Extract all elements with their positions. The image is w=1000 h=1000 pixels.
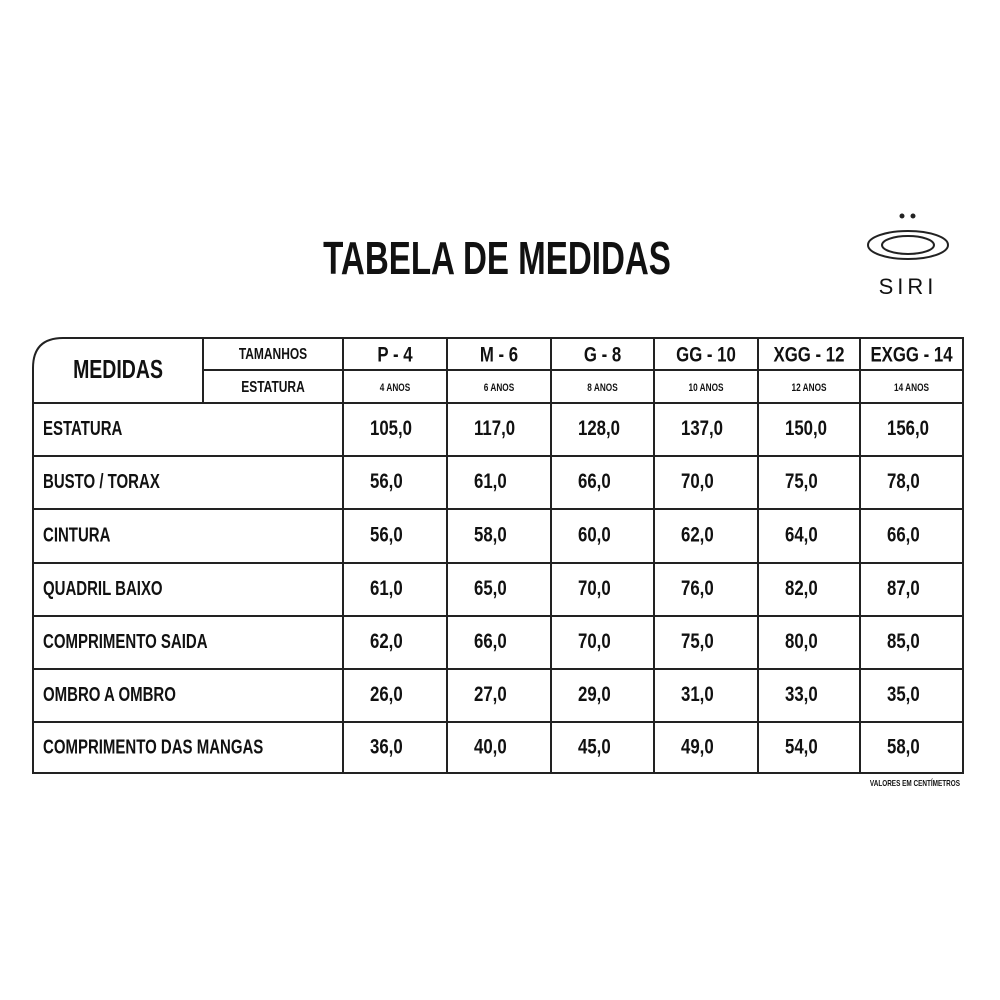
cell-value: 35,0 bbox=[887, 683, 920, 706]
cell-value: 85,0 bbox=[887, 630, 920, 653]
cell-value: 66,0 bbox=[474, 630, 507, 653]
cell-value: 33,0 bbox=[785, 683, 818, 706]
cell-value: 40,0 bbox=[474, 736, 507, 759]
cell-value: 70,0 bbox=[578, 577, 611, 600]
age-header: 12 ANOS bbox=[792, 382, 827, 394]
cell-value: 150,0 bbox=[785, 417, 827, 440]
cell-value: 29,0 bbox=[578, 683, 611, 706]
age-header: 6 ANOS bbox=[484, 382, 515, 394]
row-label: CINTURA bbox=[43, 523, 111, 546]
cell-value: 31,0 bbox=[681, 683, 714, 706]
cell-value: 70,0 bbox=[578, 630, 611, 653]
cell-value: 36,0 bbox=[370, 736, 403, 759]
logo-ring bbox=[867, 230, 949, 260]
cell-value: 66,0 bbox=[578, 470, 611, 493]
size-header: XGG - 12 bbox=[774, 344, 845, 367]
cell-value: 137,0 bbox=[681, 417, 723, 440]
cell-value: 45,0 bbox=[578, 736, 611, 759]
age-header: 4 ANOS bbox=[380, 382, 411, 394]
cell-value: 58,0 bbox=[887, 736, 920, 759]
row-label: COMPRIMENTO DAS MANGAS bbox=[43, 735, 263, 758]
header-label: TAMANHOS bbox=[239, 345, 307, 363]
cell-value: 128,0 bbox=[578, 417, 620, 440]
cell-value: 61,0 bbox=[474, 470, 507, 493]
cell-value: 87,0 bbox=[887, 577, 920, 600]
row-label: OMBRO A OMBRO bbox=[43, 683, 176, 706]
cell-value: 156,0 bbox=[887, 417, 929, 440]
cell-value: 75,0 bbox=[785, 470, 818, 493]
cell-value: 78,0 bbox=[887, 470, 920, 493]
age-header: 8 ANOS bbox=[587, 382, 618, 394]
cell-value: 76,0 bbox=[681, 577, 714, 600]
cell-value: 62,0 bbox=[681, 524, 714, 547]
row-label: QUADRIL BAIXO bbox=[43, 577, 163, 600]
row-label: BUSTO / TORAX bbox=[43, 470, 160, 493]
size-header: P - 4 bbox=[377, 344, 413, 367]
cell-value: 61,0 bbox=[370, 577, 403, 600]
cell-value: 82,0 bbox=[785, 577, 818, 600]
note: VALORES EM CENTÍMETROS bbox=[870, 778, 960, 788]
cell-value: 66,0 bbox=[887, 524, 920, 547]
row-label: COMPRIMENTO SAIDA bbox=[43, 630, 208, 653]
row-label: ESTATURA bbox=[43, 417, 123, 440]
cell-value: 49,0 bbox=[681, 736, 714, 759]
table-border bbox=[32, 337, 964, 774]
logo bbox=[867, 213, 949, 260]
cell-value: 117,0 bbox=[474, 417, 515, 440]
cell-value: 26,0 bbox=[370, 683, 403, 706]
size-header: M - 6 bbox=[480, 344, 518, 367]
header-label: ESTATURA bbox=[241, 378, 304, 396]
cell-value: 75,0 bbox=[681, 630, 714, 653]
size-header: G - 8 bbox=[584, 344, 621, 367]
cell-value: 60,0 bbox=[578, 524, 611, 547]
cell-value: 56,0 bbox=[370, 470, 403, 493]
cell-value: 64,0 bbox=[785, 524, 818, 547]
cell-value: 56,0 bbox=[370, 524, 403, 547]
brand: SIRI bbox=[879, 274, 938, 299]
logo-ring bbox=[881, 235, 935, 255]
size-header: GG - 10 bbox=[676, 344, 736, 367]
cell-value: 58,0 bbox=[474, 524, 507, 547]
cell-value: 80,0 bbox=[785, 630, 818, 653]
logo-dot bbox=[899, 213, 905, 219]
size-header: EXGG - 14 bbox=[870, 344, 952, 367]
cell-value: 54,0 bbox=[785, 736, 818, 759]
cell-value: 65,0 bbox=[474, 577, 507, 600]
cell-value: 27,0 bbox=[474, 683, 507, 706]
age-header: 10 ANOS bbox=[689, 382, 724, 394]
logo-dot bbox=[910, 213, 916, 219]
cell-value: 62,0 bbox=[370, 630, 403, 653]
corner-label: MEDIDAS bbox=[73, 354, 163, 383]
cell-value: 105,0 bbox=[370, 417, 412, 440]
age-header: 14 ANOS bbox=[894, 382, 929, 394]
cell-value: 70,0 bbox=[681, 470, 714, 493]
title: TABELA DE MEDIDAS bbox=[323, 234, 671, 284]
